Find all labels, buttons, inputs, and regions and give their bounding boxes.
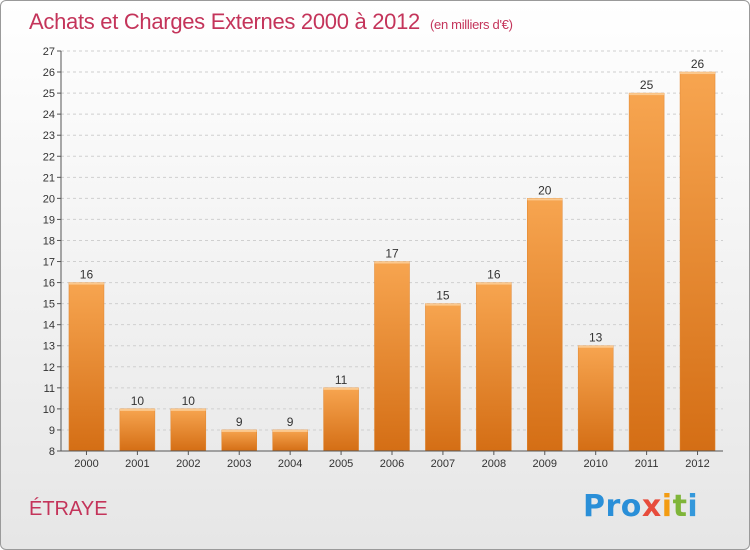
- bar-highlight: [170, 408, 206, 411]
- bar-value-label: 16: [487, 268, 501, 282]
- bar: [272, 429, 308, 452]
- bar-value-label: 15: [436, 289, 450, 303]
- bar: [577, 345, 614, 452]
- bar-highlight: [578, 345, 614, 348]
- bar-value-label: 9: [236, 415, 243, 429]
- bar: [628, 92, 665, 452]
- bar: [68, 282, 105, 452]
- chart-unit: (en milliers d'€): [429, 17, 513, 32]
- y-tick-label: 18: [43, 235, 55, 247]
- bar-value-label: 11: [335, 373, 348, 387]
- bar-value-label: 9: [287, 415, 294, 429]
- y-tick-label: 13: [43, 341, 55, 353]
- bar-highlight: [374, 261, 410, 264]
- x-tick-label: 2009: [533, 458, 557, 470]
- bar-value-label: 10: [131, 394, 145, 408]
- y-tick-label: 27: [43, 46, 55, 58]
- y-tick-label: 23: [43, 130, 55, 142]
- y-tick-label: 19: [43, 214, 55, 226]
- x-tick-label: 2003: [227, 458, 251, 470]
- y-tick-label: 22: [43, 151, 55, 163]
- x-tick-label: 2002: [176, 458, 200, 470]
- bar: [221, 429, 257, 452]
- x-tick-label: 2010: [583, 458, 607, 470]
- y-tick-label: 17: [43, 257, 55, 269]
- y-tick-label: 21: [43, 172, 55, 184]
- y-tick-label: 11: [44, 383, 55, 395]
- bar: [170, 408, 207, 452]
- commune-name: ÉTRAYE: [29, 498, 108, 520]
- x-tick-label: 2001: [125, 458, 149, 470]
- y-tick-label: 10: [43, 404, 55, 416]
- bar-highlight: [629, 93, 665, 96]
- y-tick-label: 15: [43, 299, 55, 311]
- x-axis: 2000 2001 2002 2003 2004 2005 2006 2007 2008 2009…: [61, 450, 723, 470]
- bar-highlight: [221, 429, 257, 432]
- proxiti-logo[interactable]: Proxiti: [583, 489, 698, 524]
- logo-part-4: t: [672, 489, 688, 524]
- bar-highlight: [68, 282, 104, 285]
- bar: [119, 408, 156, 452]
- bar-value-label: 13: [589, 331, 603, 345]
- y-tick-label: 16: [43, 278, 55, 290]
- x-tick-label: 2000: [74, 458, 98, 470]
- x-tick-label: 2008: [482, 458, 506, 470]
- y-axis: 8 9 10 11 12 13 14 15 16 17 18 19 20 21 22 23 24 25 26 27: [43, 46, 62, 458]
- y-tick-label: 14: [43, 320, 55, 332]
- bar: [527, 198, 563, 452]
- logo-part-2: x: [641, 489, 662, 524]
- logo-part-5: i: [687, 489, 699, 524]
- bar-highlight: [527, 198, 563, 201]
- x-tick-label: 2012: [685, 458, 709, 470]
- x-tick-label: 2006: [380, 458, 404, 470]
- y-tick-label: 20: [43, 193, 55, 205]
- y-tick-label: 9: [49, 425, 55, 437]
- bars: 16 10 10 9 9 11 17 15 16 20 13 25 26: [68, 57, 716, 452]
- bar: [476, 282, 512, 452]
- bar: [425, 303, 461, 452]
- bar: [374, 261, 410, 452]
- y-tick-label: 12: [43, 362, 55, 374]
- chart-title: Achats et Charges Externes 2000 à 2012 (e…: [29, 9, 513, 35]
- bar-highlight: [680, 72, 716, 75]
- bar-highlight: [476, 282, 512, 285]
- y-tick-label: 24: [43, 109, 55, 121]
- bar-value-label: 26: [691, 57, 705, 71]
- bar-value-label: 16: [80, 268, 94, 282]
- bar-highlight: [323, 387, 359, 390]
- bar: [679, 71, 716, 452]
- x-tick-label: 2011: [635, 458, 659, 470]
- bar: [323, 387, 359, 452]
- x-tick-label: 2004: [278, 458, 302, 470]
- bar-highlight: [425, 303, 461, 306]
- bar-value-label: 25: [640, 78, 654, 92]
- bar-highlight: [272, 429, 308, 432]
- y-tick-label: 26: [43, 67, 55, 79]
- x-tick-label: 2005: [329, 458, 353, 470]
- logo-part-3: i: [661, 489, 673, 524]
- logo-part-1: Pro: [583, 489, 642, 524]
- y-tick-label: 25: [43, 88, 55, 100]
- bar-highlight: [119, 408, 155, 411]
- chart-title-text: Achats et Charges Externes 2000 à 2012: [29, 9, 420, 34]
- y-tick-label: 8: [49, 446, 55, 458]
- bar-value-label: 17: [385, 247, 399, 261]
- bar-value-label: 10: [182, 394, 196, 408]
- x-tick-label: 2007: [431, 458, 455, 470]
- bar-value-label: 20: [538, 183, 552, 197]
